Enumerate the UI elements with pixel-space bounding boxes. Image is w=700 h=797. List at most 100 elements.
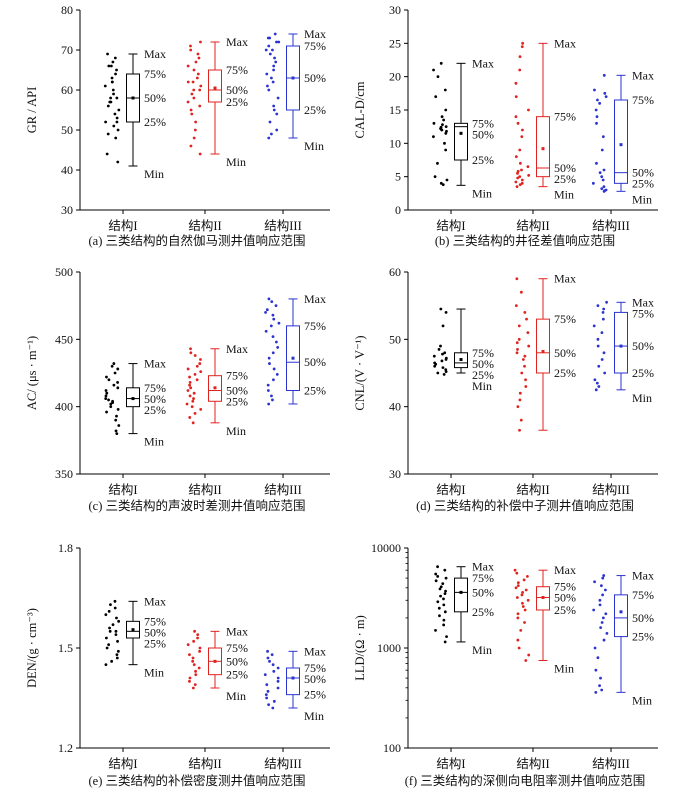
data-point (116, 128, 120, 132)
y-tick-label: 30 (389, 3, 401, 17)
data-point (192, 663, 196, 667)
data-point (596, 656, 600, 660)
data-point (593, 378, 597, 382)
data-point (436, 371, 440, 375)
label-q1: 25% (226, 395, 248, 409)
data-point (432, 354, 436, 358)
data-point (442, 118, 446, 122)
data-point (106, 104, 110, 108)
box-iqr (614, 311, 628, 374)
data-point (440, 359, 444, 363)
data-point (527, 108, 530, 112)
label-q3: 75% (226, 369, 248, 383)
data-point (197, 56, 201, 60)
data-point (520, 593, 524, 597)
data-point (525, 317, 528, 321)
data-point (108, 626, 111, 630)
label-q1: 25% (472, 153, 494, 167)
mean-marker (131, 96, 135, 100)
data-point (521, 128, 524, 132)
data-point (193, 128, 197, 132)
data-point (518, 428, 521, 432)
data-point (441, 324, 445, 328)
label-max: Max (632, 569, 654, 583)
mean-marker (459, 131, 463, 135)
data-point (113, 371, 117, 375)
label-q1: 25% (554, 366, 576, 380)
data-point (598, 603, 602, 607)
data-point (268, 52, 272, 56)
data-point (520, 371, 524, 375)
data-point (597, 385, 601, 388)
data-point (195, 378, 199, 382)
data-point (598, 684, 601, 688)
data-point (192, 96, 196, 100)
data-point (107, 64, 111, 68)
label-max: Max (144, 357, 166, 371)
data-point (192, 391, 196, 395)
label-q3: 75% (472, 571, 494, 585)
data-point (272, 64, 276, 68)
data-point (514, 155, 518, 159)
panel-caption: (c) 三类结构的声波时差测井值响应范围 (89, 498, 306, 513)
data-point (521, 590, 525, 594)
data-point (112, 124, 116, 128)
data-point (593, 646, 597, 650)
data-point (601, 616, 605, 620)
label-q3: 75% (304, 319, 326, 333)
data-point (109, 405, 113, 409)
data-point (116, 639, 119, 643)
mean-marker (541, 595, 545, 599)
data-point (517, 646, 521, 650)
data-point (266, 649, 269, 653)
data-point (600, 175, 604, 179)
label-q1: 25% (304, 688, 326, 702)
data-point (116, 367, 120, 371)
mean-marker (459, 590, 463, 594)
data-point (526, 598, 530, 602)
data-point (604, 612, 608, 616)
data-point (191, 656, 195, 660)
mean-marker (213, 86, 217, 90)
label-q3: 75% (632, 588, 654, 602)
x-category-label: 结构II (188, 482, 221, 497)
label-max: Max (144, 594, 166, 608)
label-median: 50% (144, 392, 166, 406)
y-tick-label: 0 (395, 203, 401, 217)
data-point (594, 668, 598, 672)
data-point (109, 96, 113, 100)
data-point (195, 76, 199, 80)
data-point (442, 603, 446, 607)
x-category-label: 结构II (188, 756, 221, 771)
y-tick-label: 40 (61, 163, 73, 177)
data-point (440, 128, 444, 132)
label-min: Min (144, 435, 164, 449)
data-point (103, 84, 107, 88)
label-min: Min (554, 188, 574, 202)
data-point (521, 605, 525, 608)
data-point (199, 370, 203, 374)
data-point (602, 73, 606, 77)
label-q1: 25% (144, 115, 166, 129)
data-point (113, 112, 117, 116)
data-point (591, 181, 595, 185)
data-point (443, 351, 447, 355)
data-point (443, 141, 446, 145)
data-point (266, 383, 270, 387)
data-point (266, 389, 270, 392)
data-point (263, 673, 267, 677)
data-point (439, 344, 442, 348)
data-point (111, 88, 115, 92)
data-point (110, 76, 114, 80)
data-point (112, 362, 116, 365)
data-point (594, 108, 598, 112)
data-point (105, 391, 109, 395)
data-point (108, 629, 112, 633)
box-iqr (126, 620, 140, 639)
data-point (113, 606, 117, 610)
data-point (601, 576, 605, 580)
data-point (264, 329, 268, 333)
data-point (269, 324, 273, 328)
